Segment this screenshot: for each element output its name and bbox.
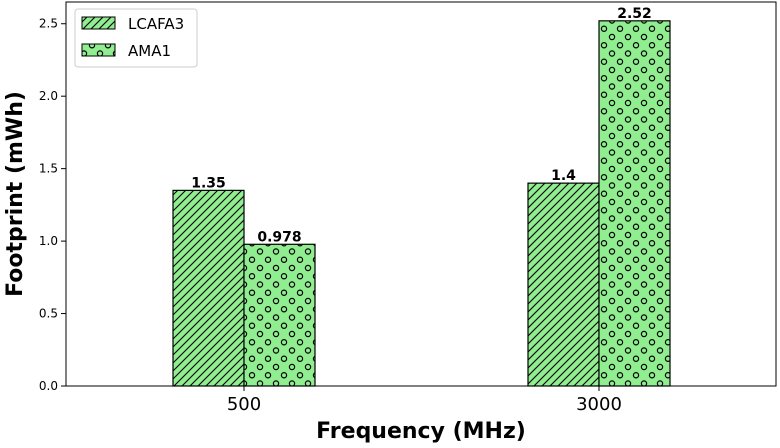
y-axis: 0.0 0.5 1.0 1.5 2.0 2.5 (39, 17, 66, 393)
y-tick-label: 2.5 (39, 17, 58, 31)
x-axis: 500 3000 (227, 386, 622, 415)
y-tick-label: 1.5 (39, 162, 58, 176)
y-axis-title: Footprint (mWh) (3, 91, 28, 297)
data-label-lcafa3-500: 1.35 (191, 175, 226, 191)
x-axis-title: Frequency (MHz) (316, 419, 526, 444)
legend: LCAFA3 AMA1 (74, 8, 198, 68)
plot-frame (65, 1, 777, 387)
legend-label-lcafa3: LCAFA3 (128, 15, 184, 33)
data-label-ama1-500: 0.978 (257, 229, 301, 245)
data-label-ama1-3000: 2.52 (617, 6, 652, 22)
legend-swatch-lcafa3 (81, 16, 116, 30)
legend-label-ama1: AMA1 (128, 42, 171, 60)
y-tick-label: 1.0 (39, 234, 58, 248)
bars-layer (172, 20, 671, 387)
x-tick-label: 500 (227, 394, 261, 415)
legend-swatch-ama1 (81, 43, 116, 57)
x-tick-label: 3000 (576, 394, 622, 415)
data-label-lcafa3-3000: 1.4 (551, 168, 576, 184)
y-tick-label: 0.0 (39, 379, 58, 393)
bar-lcafa3-3000 (527, 182, 600, 387)
bar-ama1-500 (243, 243, 316, 387)
data-labels: 1.35 1.4 0.978 2.52 (191, 6, 652, 245)
bar-ama1-3000 (598, 20, 671, 387)
bar-lcafa3-500 (172, 189, 245, 387)
y-tick-label: 2.0 (39, 89, 58, 103)
y-tick-label: 0.5 (39, 307, 58, 321)
